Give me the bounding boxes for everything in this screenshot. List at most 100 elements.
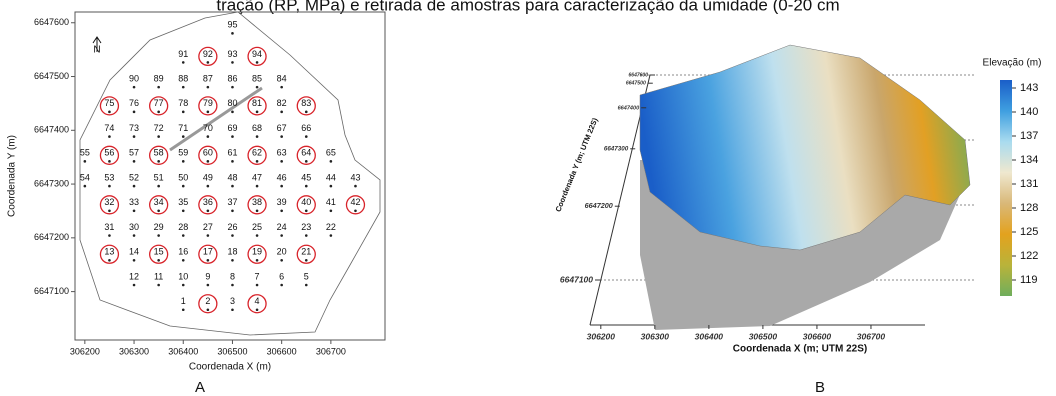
- point-label: 26: [227, 222, 237, 232]
- sample-point: [256, 185, 259, 188]
- point-label: 89: [154, 74, 164, 84]
- sample-point: [182, 86, 185, 89]
- sample-point: [305, 185, 308, 188]
- point-label: 86: [227, 74, 237, 84]
- colorbar-title: Elevação (m): [983, 58, 1042, 69]
- sample-point: [231, 308, 234, 311]
- sample-point: [330, 185, 333, 188]
- x-tick-label: 306200: [587, 331, 616, 341]
- point-label: 93: [227, 49, 237, 59]
- sample-point: [207, 86, 210, 89]
- panel-label: B: [815, 379, 825, 396]
- point-label: 60: [203, 148, 213, 158]
- sample-point: [108, 135, 111, 138]
- point-label: 15: [154, 247, 164, 257]
- sample-point: [133, 234, 136, 237]
- colorbar: [1000, 80, 1012, 296]
- point-label: 92: [203, 49, 213, 59]
- point-label: 50: [178, 172, 188, 182]
- sample-point: [231, 86, 234, 89]
- sample-point: [231, 259, 234, 262]
- point-label: 8: [230, 271, 235, 281]
- colorbar-tick-label: 119: [1020, 274, 1038, 286]
- y-axis-label: Coordenada Y (m; UTM 22S): [554, 116, 600, 213]
- sample-point: [108, 160, 111, 163]
- point-label: 6: [279, 271, 284, 281]
- point-label: 83: [301, 98, 311, 108]
- point-label: 10: [178, 271, 188, 281]
- x-tick-label: 306700: [316, 346, 346, 356]
- sample-point: [256, 210, 259, 213]
- sample-point: [231, 234, 234, 237]
- figure: tração (RP, MPa) e retirada de amostras …: [0, 0, 1056, 396]
- point-label: 33: [129, 197, 139, 207]
- sample-point: [305, 111, 308, 114]
- sample-point: [231, 32, 234, 35]
- sample-point: [207, 234, 210, 237]
- sample-point: [280, 284, 283, 287]
- sample-point: [207, 308, 210, 311]
- x-tick-label: 306400: [168, 346, 198, 356]
- point-label: 18: [227, 247, 237, 257]
- sample-point: [256, 234, 259, 237]
- point-label: 82: [277, 98, 287, 108]
- y-tick-label: 6647500: [626, 81, 646, 87]
- sample-point: [207, 135, 210, 138]
- sample-point: [305, 259, 308, 262]
- sample-point: [305, 135, 308, 138]
- y-tick-label: 6647400: [34, 125, 69, 135]
- surface-3d: [590, 45, 975, 330]
- point-label: 34: [154, 197, 164, 207]
- sample-point: [280, 135, 283, 138]
- sample-point: [231, 61, 234, 64]
- sample-point: [133, 185, 136, 188]
- x-tick-label: 306200: [70, 346, 100, 356]
- sample-point: [231, 185, 234, 188]
- point-label: 7: [255, 271, 260, 281]
- point-label: 38: [252, 197, 262, 207]
- point-label: 29: [154, 222, 164, 232]
- sample-point: [133, 111, 136, 114]
- y-tick-label: 6647400: [618, 105, 641, 111]
- colorbar-tick-label: 143: [1020, 82, 1038, 94]
- point-label: 42: [350, 197, 360, 207]
- sample-point: [305, 234, 308, 237]
- colorbar-tick-label: 122: [1020, 250, 1038, 262]
- y-tick-label: 6647200: [34, 232, 69, 242]
- point-label: 85: [252, 74, 262, 84]
- point-label: 51: [154, 172, 164, 182]
- sample-point: [256, 284, 259, 287]
- y-tick-label: 6647100: [34, 286, 69, 296]
- sample-point: [256, 160, 259, 163]
- x-tick-label: 306300: [641, 331, 670, 341]
- point-label: 1: [181, 296, 186, 306]
- sample-point: [182, 61, 185, 64]
- y-tick-label: 6647500: [34, 71, 69, 81]
- x-axis-label: Coordenada X (m): [189, 362, 271, 373]
- point-label: 46: [277, 172, 287, 182]
- sample-point: [280, 111, 283, 114]
- y-tick-label: 6647200: [585, 201, 613, 210]
- sample-point: [157, 259, 160, 262]
- point-label: 36: [203, 197, 213, 207]
- point-label: 3: [230, 296, 235, 306]
- point-label: 53: [104, 172, 114, 182]
- sample-point: [256, 259, 259, 262]
- sample-point: [157, 160, 160, 163]
- point-label: 54: [80, 172, 90, 182]
- sample-point: [133, 135, 136, 138]
- point-label: 90: [129, 74, 139, 84]
- sample-point: [256, 111, 259, 114]
- point-label: 5: [304, 271, 309, 281]
- sample-point: [133, 259, 136, 262]
- sample-point: [207, 160, 210, 163]
- point-label: 52: [129, 172, 139, 182]
- sample-point: [207, 111, 210, 114]
- point-label: 78: [178, 98, 188, 108]
- point-label: 57: [129, 148, 139, 158]
- y-axis-label: Coordenada Y (m): [7, 135, 18, 217]
- point-label: 37: [227, 197, 237, 207]
- sample-point: [84, 185, 87, 188]
- sample-point: [108, 111, 111, 114]
- point-label: 72: [154, 123, 164, 133]
